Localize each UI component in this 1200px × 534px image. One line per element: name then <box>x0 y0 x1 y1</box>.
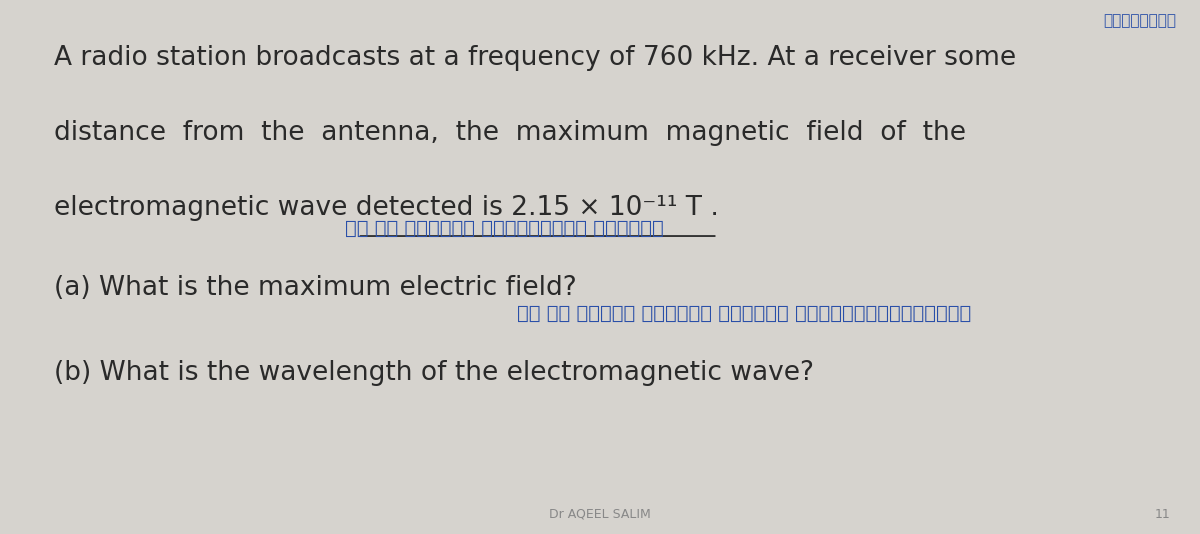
Text: distance  from  the  antenna,  the  maximum  magnetic  field  of  the: distance from the antenna, the maximum m… <box>54 120 966 146</box>
Text: ما هو الطول الموجي للموجة الكهرومغناطيسية: ما هو الطول الموجي للموجة الكهرومغناطيسي… <box>517 304 971 323</box>
Text: electromagnetic wave detected is 2.15 × 10⁻¹¹ T .: electromagnetic wave detected is 2.15 × … <box>54 195 719 221</box>
Text: 11: 11 <box>1154 508 1170 521</box>
Text: (b) What is the wavelength of the electromagnetic wave?: (b) What is the wavelength of the electr… <box>54 360 814 387</box>
Text: A radio station broadcasts at a frequency of 760 kHz. At a receiver some: A radio station broadcasts at a frequenc… <box>54 45 1016 72</box>
Text: المتنشطة: المتنشطة <box>1103 13 1176 28</box>
Text: (a) What is the maximum electric field?: (a) What is the maximum electric field? <box>54 275 577 301</box>
Text: Dr AQEEL SALIM: Dr AQEEL SALIM <box>550 508 650 521</box>
Text: ما هو المجال الكهربائي الأقصى: ما هو المجال الكهربائي الأقصى <box>344 218 664 238</box>
